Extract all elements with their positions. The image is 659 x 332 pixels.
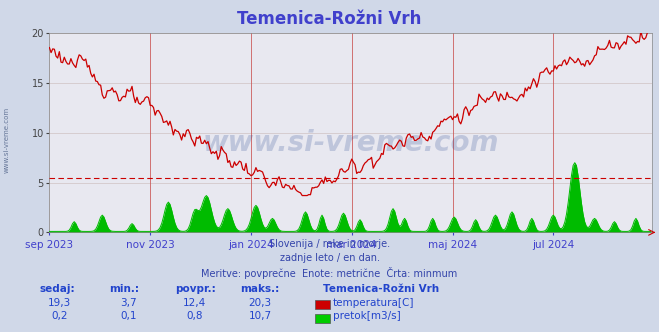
Text: Temenica-Rožni Vrh: Temenica-Rožni Vrh xyxy=(323,284,439,294)
Text: 20,3: 20,3 xyxy=(248,298,272,308)
Text: maks.:: maks.: xyxy=(241,284,280,294)
Text: sedaj:: sedaj: xyxy=(40,284,75,294)
Text: 3,7: 3,7 xyxy=(120,298,137,308)
Text: 0,2: 0,2 xyxy=(51,311,68,321)
Text: Slovenija / reke in morje.: Slovenija / reke in morje. xyxy=(269,239,390,249)
Text: min.:: min.: xyxy=(109,284,139,294)
Text: zadnje leto / en dan.: zadnje leto / en dan. xyxy=(279,253,380,263)
Text: www.si-vreme.com: www.si-vreme.com xyxy=(203,129,499,157)
Text: 10,7: 10,7 xyxy=(248,311,272,321)
Text: pretok[m3/s]: pretok[m3/s] xyxy=(333,311,401,321)
Text: povpr.:: povpr.: xyxy=(175,284,215,294)
Text: 0,8: 0,8 xyxy=(186,311,203,321)
Text: www.si-vreme.com: www.si-vreme.com xyxy=(3,106,10,173)
Text: 19,3: 19,3 xyxy=(47,298,71,308)
Text: 12,4: 12,4 xyxy=(183,298,206,308)
Text: Temenica-Rožni Vrh: Temenica-Rožni Vrh xyxy=(237,10,422,28)
Text: Meritve: povprečne  Enote: metrične  Črta: minmum: Meritve: povprečne Enote: metrične Črta:… xyxy=(202,267,457,279)
Text: 0,1: 0,1 xyxy=(120,311,137,321)
Text: temperatura[C]: temperatura[C] xyxy=(333,298,415,308)
